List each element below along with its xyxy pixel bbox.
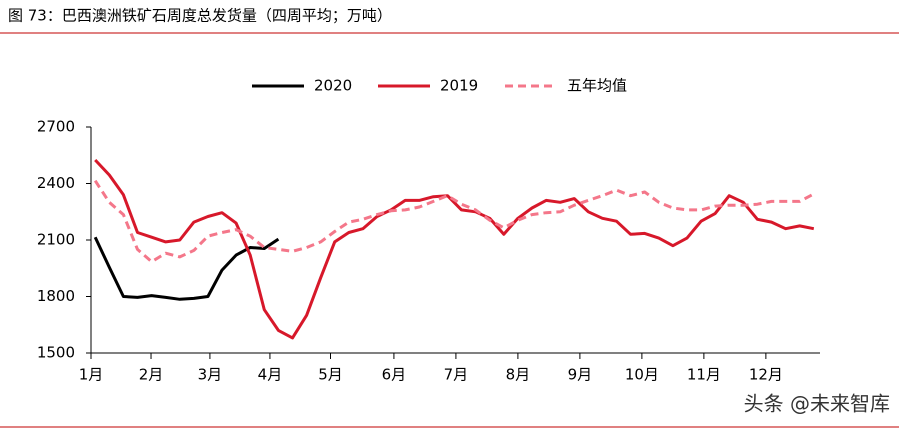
x-tick-label: 9月 [568, 366, 593, 384]
x-tick-label: 11月 [687, 366, 721, 384]
x-tick-label: 10月 [625, 366, 659, 384]
x-tick-label: 3月 [198, 366, 223, 384]
watermark: 头条 @未来智库 [744, 392, 890, 416]
x-tick-label: 8月 [506, 366, 531, 384]
legend-label: 2019 [440, 77, 478, 95]
x-tick-label: 5月 [318, 366, 343, 384]
chart-title: 图 73：巴西澳洲铁矿石周度总发货量（四周平均；万吨） [8, 7, 392, 25]
y-tick-label: 1800 [37, 287, 75, 305]
x-tick-label: 6月 [382, 366, 407, 384]
legend-label: 2020 [314, 77, 352, 95]
series-line [93, 179, 815, 264]
y-tick-label: 2400 [37, 174, 75, 192]
y-tick-label: 2100 [37, 231, 75, 249]
x-tick-label: 1月 [79, 366, 104, 384]
series-line [94, 158, 815, 340]
y-tick-label: 2700 [37, 118, 75, 136]
x-tick-label: 2月 [139, 366, 164, 384]
x-tick-label: 12月 [749, 366, 783, 384]
x-tick-label: 7月 [444, 366, 469, 384]
series-line [93, 236, 280, 301]
legend-label: 五年均值 [567, 77, 627, 95]
y-tick-label: 1500 [37, 344, 75, 362]
x-tick-label: 4月 [258, 366, 283, 384]
